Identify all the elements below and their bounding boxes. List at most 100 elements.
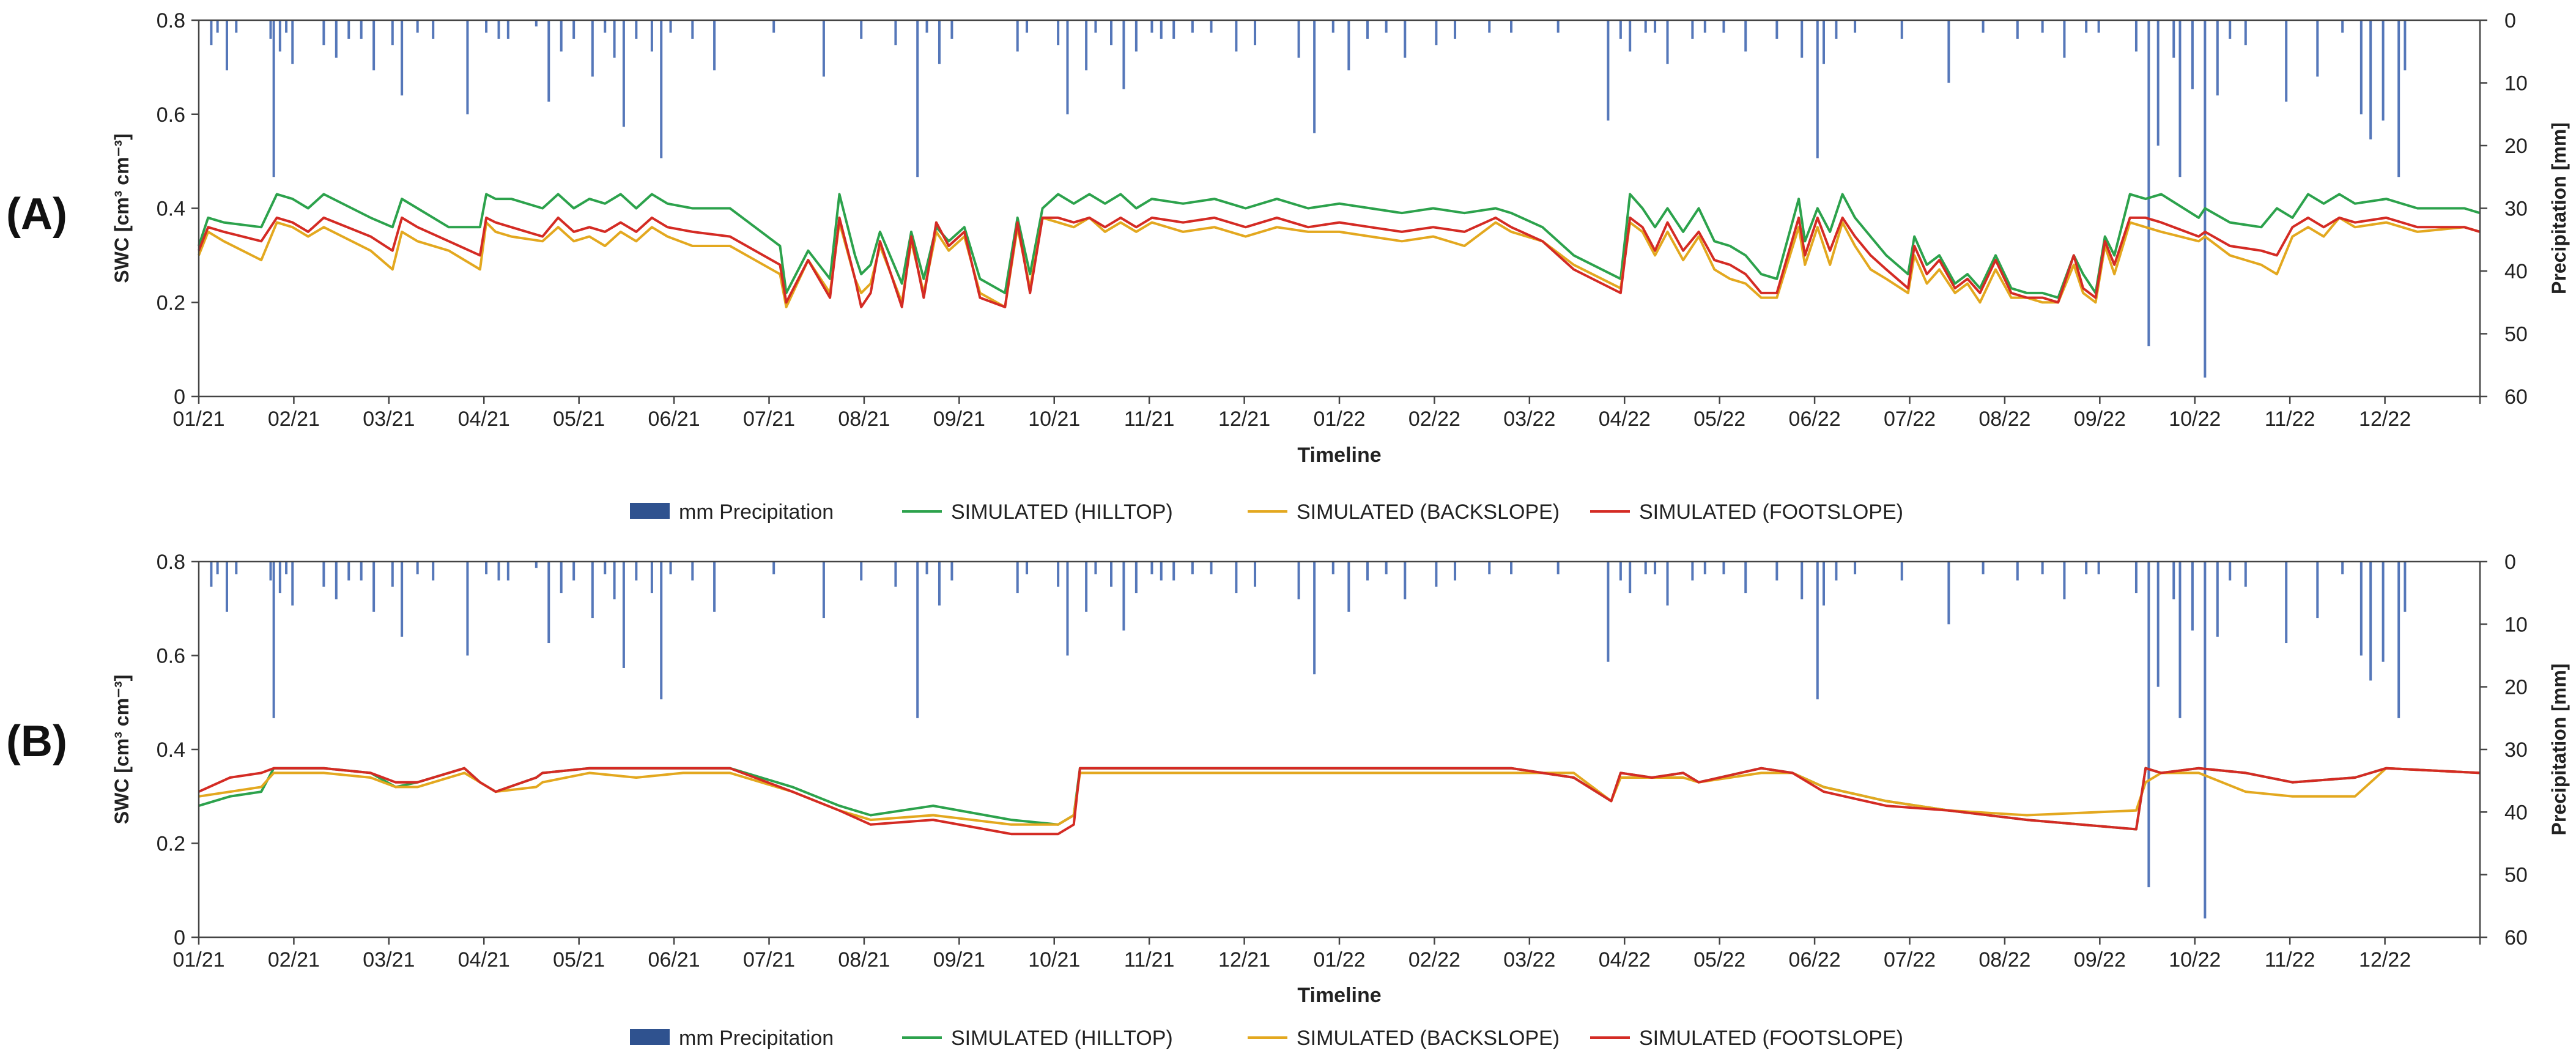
- legend-label: SIMULATED (HILLTOP): [951, 500, 1173, 524]
- y-tick-label: 0.8: [157, 551, 185, 574]
- x-tick-label: 08/21: [838, 948, 890, 972]
- x-tick-label: 05/22: [1693, 948, 1745, 972]
- precipitation-bar: [1235, 20, 1238, 52]
- x-tick-label: 11/22: [2265, 407, 2315, 431]
- precipitation-bar: [1172, 20, 1175, 39]
- precipitation-bar: [416, 20, 419, 33]
- precipitation-bar: [1775, 562, 1778, 581]
- legend-label: SIMULATED (HILLTOP): [951, 1027, 1173, 1050]
- precipitation-bar: [1057, 20, 1060, 45]
- y-tick-label: 0: [174, 385, 185, 409]
- precipitation-bar: [347, 20, 350, 39]
- precipitation-bar: [916, 562, 919, 718]
- precipitation-bar: [1066, 562, 1069, 656]
- precipitation-bar: [2085, 562, 2088, 574]
- precipitation-bar: [547, 562, 550, 644]
- precipitation-bar: [401, 20, 404, 95]
- precipitation-bar: [916, 20, 919, 177]
- x-tick-label: 01/22: [1313, 948, 1365, 972]
- y-tick-label: 0.2: [157, 291, 185, 314]
- precipitation-bar: [2216, 562, 2219, 637]
- precipitation-bar: [1160, 20, 1163, 39]
- x-tick-label: 09/21: [933, 407, 985, 431]
- precipitation-bar: [401, 562, 404, 637]
- x-tick-label: 12/22: [2359, 407, 2411, 431]
- precipitation-bar: [235, 562, 238, 574]
- x-tick-label: 10/21: [1028, 407, 1080, 431]
- precipitation-bar: [1366, 20, 1369, 39]
- precipitation-bar: [1297, 20, 1300, 58]
- precipitation-bar: [950, 562, 953, 581]
- x-tick-label: 06/22: [1789, 407, 1841, 431]
- precipitation-bar: [1854, 562, 1857, 574]
- precipitation-bar: [1691, 562, 1694, 581]
- precipitation-bar: [2341, 20, 2344, 33]
- precipitation-bar: [1854, 20, 1857, 33]
- precipitation-bar: [1331, 20, 1334, 33]
- x-tick-label: 07/21: [743, 948, 795, 972]
- x-tick-label: 04/22: [1599, 948, 1651, 972]
- y2-tick-label: 60: [2504, 926, 2528, 949]
- precipitation-bar: [466, 562, 469, 656]
- legend-label: mm Precipitation: [679, 1027, 834, 1050]
- precipitation-bar: [1150, 20, 1153, 33]
- panel-label: (A): [6, 190, 67, 239]
- x-tick-label: 06/21: [648, 407, 700, 431]
- x-tick-label: 03/21: [363, 407, 415, 431]
- precipitation-bar: [466, 20, 469, 114]
- precipitation-bar: [225, 562, 228, 612]
- precipitation-bar: [1210, 562, 1213, 574]
- precipitation-bar: [635, 20, 638, 39]
- y2-tick-label: 50: [2504, 323, 2528, 346]
- precipitation-bar: [635, 562, 638, 581]
- precipitation-bar: [1210, 20, 1213, 33]
- precipitation-bar: [2369, 562, 2372, 681]
- precipitation-bar: [1122, 20, 1125, 89]
- precipitation-bar: [1160, 562, 1163, 581]
- precipitation-bar: [591, 20, 594, 77]
- precipitation-bar: [1254, 20, 1257, 45]
- precipitation-bar: [772, 20, 775, 33]
- precipitation-bar: [622, 20, 625, 127]
- y2-tick-label: 30: [2504, 738, 2528, 762]
- precipitation-bar: [2244, 20, 2247, 45]
- precipitation-bar: [1556, 20, 1560, 33]
- precipitation-bar: [347, 562, 350, 581]
- precipitation-bar: [1235, 562, 1238, 593]
- x-tick-label: 03/21: [363, 948, 415, 972]
- precipitation-bar: [1435, 20, 1438, 45]
- precipitation-bar: [1385, 562, 1388, 574]
- precipitation-bar: [1454, 562, 1457, 581]
- precipitation-bar: [1404, 20, 1407, 58]
- precipitation-bar: [432, 562, 435, 581]
- precipitation-bar: [691, 20, 694, 39]
- x-tick-label: 08/22: [1978, 948, 2030, 972]
- y2-tick-label: 10: [2504, 72, 2528, 95]
- precipitation-bar: [1947, 562, 1950, 625]
- precipitation-bar: [1016, 562, 1019, 593]
- series-line-hilltop: [198, 193, 2481, 299]
- precipitation-bar: [772, 562, 775, 574]
- x-tick-label: 05/21: [553, 948, 605, 972]
- y2-tick-label: 20: [2504, 135, 2528, 158]
- legend-label: SIMULATED (BACKSLOPE): [1297, 500, 1560, 524]
- precipitation-bar: [1722, 562, 1725, 574]
- precipitation-bar: [613, 20, 616, 58]
- x-tick-label: 11/21: [1124, 948, 1175, 972]
- precipitation-bar: [1666, 20, 1669, 64]
- precipitation-series: [210, 562, 2407, 919]
- x-tick-label: 01/21: [172, 407, 224, 431]
- x-tick-label: 10/21: [1028, 948, 1080, 972]
- precipitation-bar: [2204, 20, 2207, 378]
- precipitation-bar: [1607, 562, 1610, 662]
- y-tick-label: 0.4: [157, 738, 185, 762]
- precipitation-bar: [1454, 20, 1457, 39]
- y-axis-title: SWC [cm³ cm⁻³]: [111, 133, 133, 283]
- precipitation-bar: [1982, 562, 1985, 574]
- precipitation-bar: [1835, 20, 1838, 39]
- x-tick-label: 07/22: [1884, 407, 1936, 431]
- panel-label: (B): [6, 717, 67, 766]
- precipitation-bar: [1026, 562, 1029, 574]
- precipitation-bar: [2404, 20, 2407, 70]
